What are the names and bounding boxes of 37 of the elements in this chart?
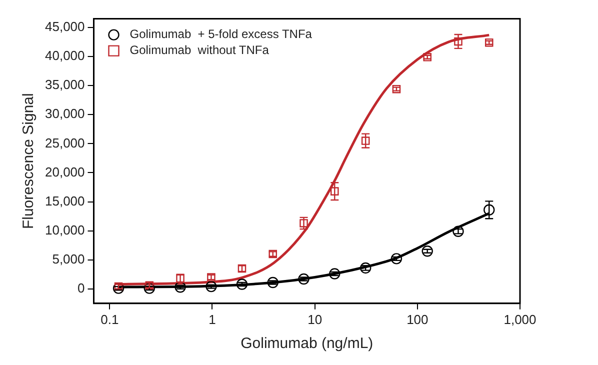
x-tick-label: 100 bbox=[406, 312, 428, 327]
point bbox=[267, 276, 278, 288]
point bbox=[390, 253, 402, 264]
y-axis-title: Fluorescence Signal bbox=[20, 93, 38, 230]
legend-label: Golimumab without TNFa bbox=[130, 43, 270, 58]
point bbox=[329, 268, 340, 280]
x-tick-label: 1 bbox=[208, 312, 216, 327]
point bbox=[454, 37, 462, 46]
x-tick-label: 1,000 bbox=[504, 312, 536, 327]
point bbox=[422, 246, 433, 257]
y-tick-label: 25,000 bbox=[44, 135, 85, 150]
y-tick-label: 10,000 bbox=[44, 222, 85, 238]
point bbox=[144, 282, 155, 294]
legend-label: Golimumab + 5-fold excess TNFa bbox=[130, 27, 312, 42]
y-tick-label: 35,000 bbox=[44, 77, 85, 92]
point bbox=[392, 84, 401, 94]
point bbox=[298, 273, 310, 285]
y-tick-label: 20,000 bbox=[44, 164, 85, 180]
point bbox=[423, 53, 432, 62]
y-tick-label: 40,000 bbox=[44, 48, 85, 64]
x-tick-label: 10 bbox=[308, 312, 322, 327]
y-tick-label: 15,000 bbox=[44, 193, 85, 208]
x-axis-title: Golimumab (ng/mL) bbox=[240, 335, 374, 352]
point bbox=[206, 280, 217, 292]
point bbox=[484, 204, 495, 216]
point bbox=[361, 136, 370, 145]
point bbox=[330, 187, 339, 196]
point bbox=[360, 262, 372, 274]
point bbox=[484, 38, 494, 47]
point bbox=[236, 278, 248, 290]
y-tick-label: 45,000 bbox=[44, 19, 85, 34]
y-tick-label: 30,000 bbox=[44, 106, 85, 122]
x-tick-label: 0.1 bbox=[100, 312, 119, 327]
point bbox=[174, 282, 186, 293]
y-tick-label: 5,000 bbox=[52, 251, 85, 266]
point bbox=[452, 226, 464, 237]
y-tick-label: 0 bbox=[78, 280, 85, 296]
